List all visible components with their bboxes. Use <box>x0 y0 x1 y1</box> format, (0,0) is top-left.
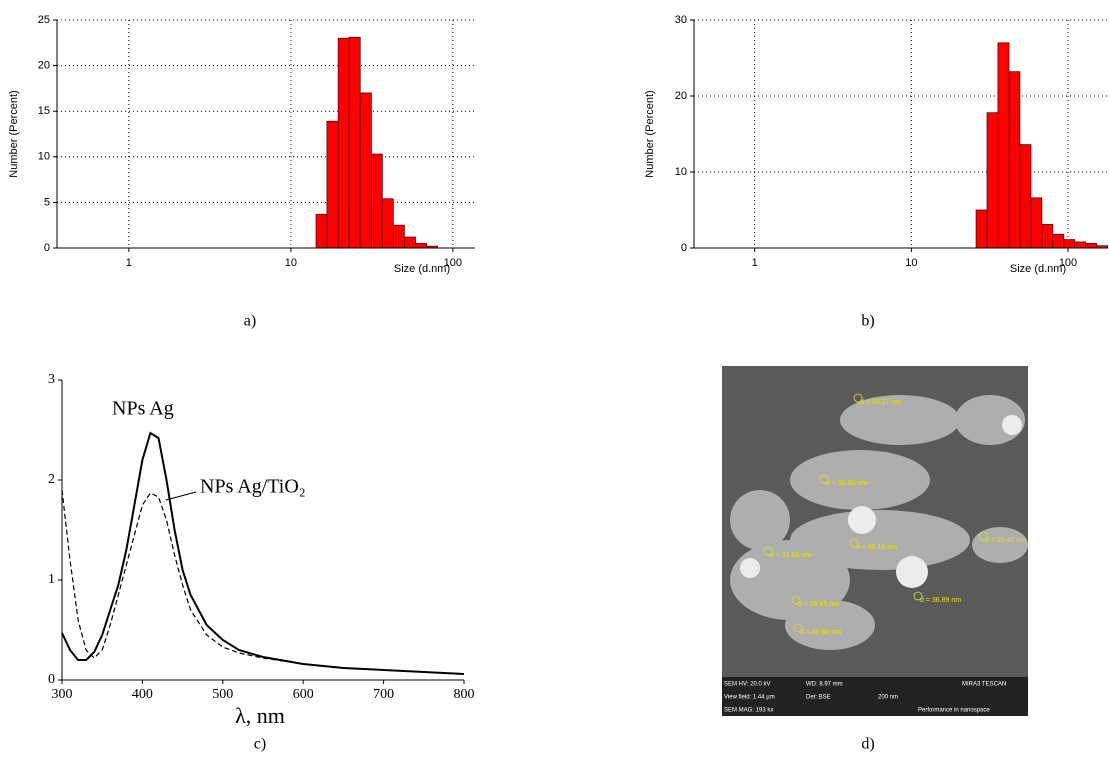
bar <box>359 92 372 249</box>
bar <box>392 224 405 249</box>
y-tick-label: 25 <box>38 14 50 26</box>
y-tick-label: 3 <box>48 372 55 387</box>
sem-image <box>722 366 1028 716</box>
bar <box>381 198 394 249</box>
x-tick-label: 1 <box>126 257 132 269</box>
y-tick-label: 20 <box>675 90 687 102</box>
chart: 0 1 2 3 300 400 500 600 700 800 λ, nm c) NPs Ag NPs A… <box>48 372 475 752</box>
x-tick-label: 800 <box>454 687 475 702</box>
measure-marker <box>978 531 988 541</box>
y-tick-label: 10 <box>675 166 687 178</box>
footer-text: WD: 8.97 mm <box>806 682 843 688</box>
x-tick-label: 10 <box>905 257 917 269</box>
x-tick-label: 100 <box>1059 257 1077 269</box>
y-tick-label: 30 <box>675 14 687 26</box>
caption: c) <box>254 736 266 753</box>
bright-spots <box>740 415 1022 588</box>
y-tick-label: 15 <box>38 105 50 117</box>
y-axis-label: Number (Percent) <box>644 90 656 177</box>
y-tick-label: 0 <box>681 242 687 254</box>
bar <box>1074 241 1087 249</box>
measurement-label: d = 36.89 nm <box>920 597 961 604</box>
x-axis-label: λ, nm <box>235 703 285 728</box>
footer-text: 200 nm <box>878 695 898 701</box>
x-tick-label: 100 <box>444 257 462 269</box>
x-tick-label: 500 <box>212 687 233 702</box>
bar <box>337 37 350 249</box>
bar <box>1008 71 1021 249</box>
y-tick-label: 5 <box>44 196 50 208</box>
footer-text: SEM HV: 20.0 kV <box>724 682 770 688</box>
bar <box>370 153 383 249</box>
footer-text: SEM MAG: 193 kx <box>724 708 773 714</box>
x-tick-label: 10 <box>285 257 297 269</box>
measurement-label: d = 29.85 nm <box>798 601 839 608</box>
measurement-label: d = 31.95 nm <box>770 552 811 559</box>
caption: b) <box>861 313 874 330</box>
x-tick-label: 1 <box>752 257 758 269</box>
bar <box>997 42 1010 249</box>
bar <box>326 120 339 249</box>
footer-text: MIRA3 TESCAN <box>962 682 1006 688</box>
bar <box>1085 243 1098 249</box>
measure-marker <box>763 546 773 556</box>
y-tick-label: 20 <box>38 60 50 72</box>
bar <box>348 36 361 249</box>
measure-marker <box>819 474 829 484</box>
x-tick-label: 600 <box>293 687 314 702</box>
x-tick-label: 300 <box>52 687 73 702</box>
annotation-arrow <box>165 491 197 501</box>
series-annotation: NPs Ag <box>112 398 174 420</box>
measurement-label: d = 30.80 nm <box>800 629 841 636</box>
x-tick-label: 400 <box>132 687 153 702</box>
y-axis-label: Number (Percent) <box>8 90 20 177</box>
x-axis-label: Size (d.nm) <box>394 263 450 275</box>
bar <box>315 213 328 249</box>
series-annotation: NPs Ag/TiO₂ <box>200 476 306 498</box>
bar <box>415 243 427 249</box>
y-tick-label: 0 <box>48 672 55 687</box>
y-tick-label: 0 <box>44 242 50 254</box>
y-tick-label: 2 <box>48 472 55 487</box>
bar <box>1052 233 1065 249</box>
measurement-label: d = 50.27 nm <box>860 399 901 406</box>
bar <box>1063 239 1076 249</box>
measurement-label: d = 45.16 nm <box>856 544 897 551</box>
y-tick-label: 1 <box>48 572 55 587</box>
caption: a) <box>244 313 256 330</box>
line-series <box>61 489 465 675</box>
bar <box>1030 197 1043 249</box>
line-series <box>61 431 465 675</box>
particles <box>730 395 1028 650</box>
footer-text: View field: 1.44 µm <box>724 695 775 701</box>
measure-marker <box>791 595 801 605</box>
caption: d) <box>861 736 874 753</box>
x-axis-label: Size (d.nm) <box>1010 263 1066 275</box>
bar <box>1019 144 1032 249</box>
measure-marker <box>793 623 803 633</box>
sem-footer <box>722 677 1028 716</box>
measurement-label: d = 30.90 nm <box>826 480 867 487</box>
measurement-label: d = 20.42 nm <box>985 537 1026 544</box>
bar <box>403 236 416 249</box>
measure-marker <box>849 538 859 548</box>
measure-marker <box>853 393 863 403</box>
bar <box>1041 224 1054 249</box>
footer-text: Performance in nanospace <box>918 708 990 714</box>
footer-text: Det: BSE <box>806 695 831 701</box>
bar <box>986 112 999 249</box>
x-tick-label: 700 <box>373 687 394 702</box>
measure-marker <box>913 591 923 601</box>
bar <box>975 209 988 249</box>
y-tick-label: 10 <box>38 151 50 163</box>
